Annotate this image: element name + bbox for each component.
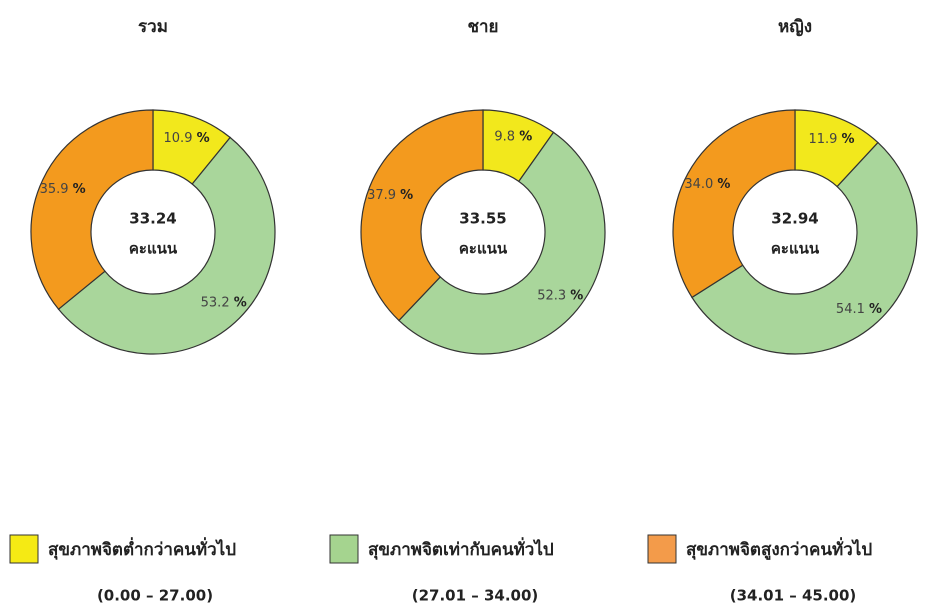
legend-label: สุขภาพจิตต่ำกว่าคนทั่วไป	[48, 537, 236, 560]
chart-title: หญิง	[778, 17, 812, 37]
chart-title: ชาย	[467, 17, 498, 37]
value-label: 9.8 %	[494, 129, 532, 144]
center-label: คะแนน	[129, 240, 178, 258]
donut-segment	[360, 109, 484, 322]
value-label: 35.9 %	[40, 182, 86, 197]
chart-title: รวม	[138, 17, 168, 37]
legend-swatch	[9, 534, 39, 564]
value-label: 11.9 %	[808, 131, 854, 146]
value-label: 37.9 %	[367, 187, 413, 202]
value-label: 52.3 %	[537, 288, 583, 303]
donut-segment	[57, 136, 276, 355]
donut-segment	[672, 109, 796, 299]
donut-segment	[398, 131, 606, 355]
legend-swatch	[329, 534, 359, 564]
donut-segment	[30, 109, 154, 311]
center-value: 33.55	[459, 210, 506, 228]
value-label: 10.9 %	[164, 130, 210, 145]
center-label: คะแนน	[459, 240, 508, 258]
value-label: 34.0 %	[684, 176, 730, 191]
donut-segment	[691, 141, 918, 355]
center-label: คะแนน	[771, 240, 820, 258]
value-label: 53.2 %	[201, 295, 247, 310]
legend-range: (27.01 – 34.00)	[412, 587, 539, 605]
legend-label: สุขภาพจิตสูงกว่าคนทั่วไป	[686, 537, 872, 561]
center-value: 33.24	[129, 210, 176, 228]
legend-range: (0.00 – 27.00)	[97, 587, 213, 605]
legend-range: (34.01 – 45.00)	[730, 587, 857, 605]
legend-swatch	[647, 534, 677, 564]
center-value: 32.94	[771, 210, 818, 228]
value-label: 54.1 %	[836, 301, 882, 316]
legend-label: สุขภาพจิตเท่ากับคนทั่วไป	[368, 537, 554, 560]
